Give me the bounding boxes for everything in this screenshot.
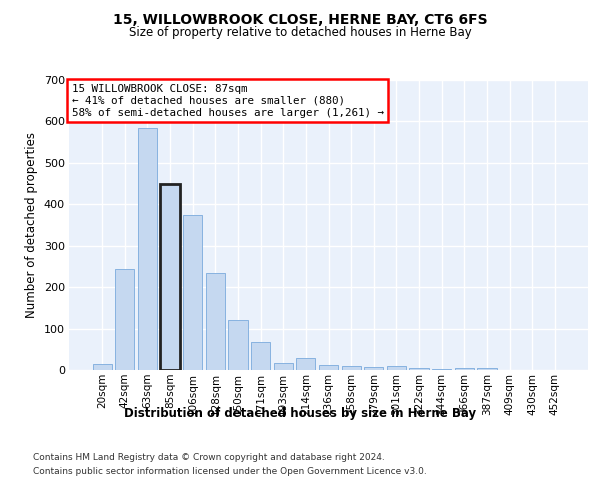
Bar (274, 362, 293, 370)
Bar (409, 368, 428, 370)
Bar (92, 364, 112, 370)
Text: 15 WILLOWBROOK CLOSE: 87sqm
← 41% of detached houses are smaller (880)
58% of se: 15 WILLOWBROOK CLOSE: 87sqm ← 41% of det… (71, 84, 383, 117)
Bar (364, 366, 383, 370)
Bar (296, 358, 316, 370)
Y-axis label: Number of detached properties: Number of detached properties (25, 132, 38, 318)
Text: 15, WILLOWBROOK CLOSE, HERNE BAY, CT6 6FS: 15, WILLOWBROOK CLOSE, HERNE BAY, CT6 6F… (113, 12, 487, 26)
Bar (387, 366, 406, 370)
Bar (138, 128, 157, 370)
Bar (341, 366, 361, 370)
Bar (477, 368, 497, 370)
Bar (319, 365, 338, 370)
Text: Distribution of detached houses by size in Herne Bay: Distribution of detached houses by size … (124, 408, 476, 420)
Bar (455, 368, 474, 370)
Bar (115, 268, 134, 370)
Bar (160, 184, 180, 370)
Text: Contains HM Land Registry data © Crown copyright and database right 2024.: Contains HM Land Registry data © Crown c… (33, 454, 385, 462)
Bar (432, 369, 451, 370)
Text: Contains public sector information licensed under the Open Government Licence v3: Contains public sector information licen… (33, 467, 427, 476)
Bar (206, 272, 225, 370)
Bar (229, 320, 248, 370)
Text: Size of property relative to detached houses in Herne Bay: Size of property relative to detached ho… (128, 26, 472, 39)
Bar (251, 342, 270, 370)
Bar (183, 214, 202, 370)
